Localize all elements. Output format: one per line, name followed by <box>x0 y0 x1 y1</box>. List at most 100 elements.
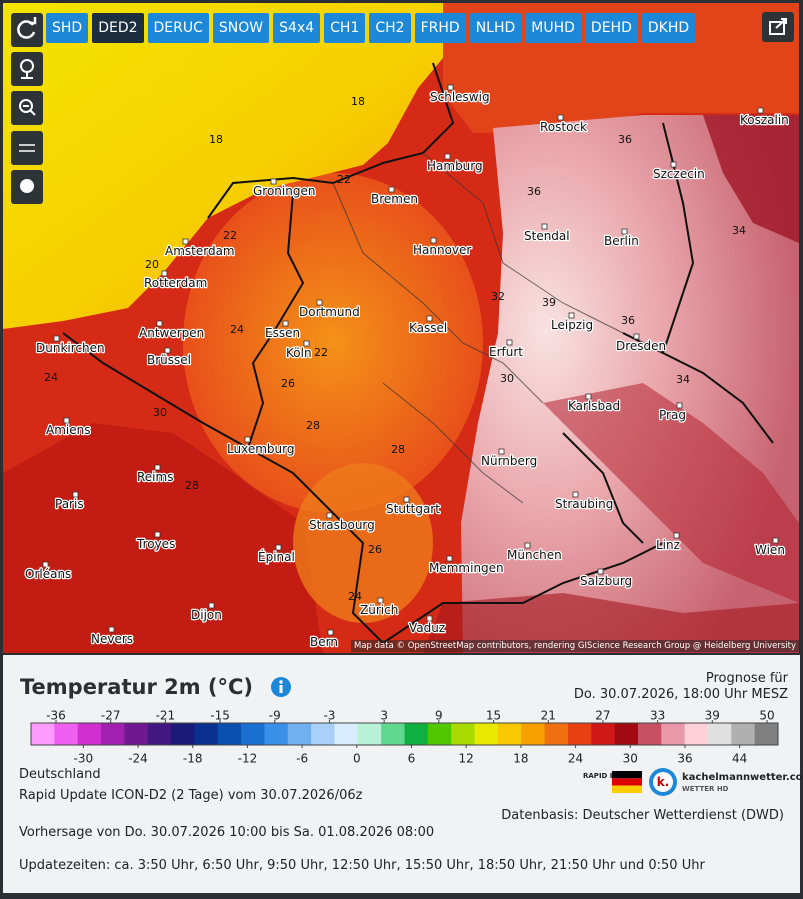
legend-tick-label: -3 <box>323 709 335 723</box>
locate-icon <box>20 59 34 79</box>
city-marker <box>275 544 282 551</box>
city-label: Vaduz <box>409 621 445 635</box>
temperature-label: 30 <box>153 406 167 419</box>
city-marker <box>53 335 60 342</box>
city-label: Dresden <box>616 339 666 353</box>
refresh-button[interactable] <box>11 13 43 47</box>
temperature-label: 22 <box>314 346 328 359</box>
city-marker <box>108 626 115 633</box>
city-marker <box>446 555 453 562</box>
city-label: Bern <box>310 635 338 649</box>
city-toggle[interactable] <box>11 131 43 165</box>
legend-tick-label: 24 <box>568 752 583 766</box>
legend-tick-label: 6 <box>408 752 416 766</box>
temperature-label: 28 <box>306 419 320 432</box>
info-icon[interactable] <box>270 676 292 698</box>
svg-text:k.: k. <box>657 775 670 789</box>
region: Deutschland <box>19 767 101 782</box>
legend-tick-label: 44 <box>732 752 747 766</box>
model-button[interactable]: DED2 <box>92 13 144 43</box>
city-label: Dijon <box>191 608 222 622</box>
model-button[interactable]: DERUC <box>147 13 209 43</box>
city-label: Dortmund <box>299 305 360 319</box>
flag <box>612 771 642 793</box>
city-icon <box>19 144 35 152</box>
zoom-icon <box>19 99 36 116</box>
model-toolbar: SHD DED2 DERUC SNOW S4x4 CH1 CH2 FRHD NLHD MUHD DE… <box>46 13 696 43</box>
city-label: Hannover <box>413 243 471 257</box>
temperature-label: 18 <box>351 95 365 108</box>
legend-swatch <box>637 723 662 745</box>
marker-toggle[interactable] <box>11 170 43 204</box>
city-label: Leipzig <box>551 318 593 332</box>
city-label: Wien <box>755 543 785 557</box>
rapid-badge: RAPID ID2 <box>583 772 624 780</box>
city-label: Essen <box>265 326 300 340</box>
city-label: Stuttgart <box>386 502 440 516</box>
legend-swatch <box>77 723 102 745</box>
city-marker <box>388 186 395 193</box>
legend-swatch <box>754 723 779 745</box>
legend-swatch <box>264 723 289 745</box>
city-marker <box>244 436 251 443</box>
city-marker <box>72 491 79 498</box>
temperature-label: 34 <box>676 373 690 386</box>
legend-swatch <box>544 723 569 745</box>
temperature-label: 36 <box>621 314 635 327</box>
temperature-label: 32 <box>491 290 505 303</box>
zoom-button[interactable] <box>11 91 43 125</box>
city-marker <box>568 312 575 319</box>
model-button[interactable]: S4x4 <box>273 13 321 43</box>
city-marker <box>327 629 334 636</box>
model-button[interactable]: SNOW <box>212 13 270 43</box>
temperature-label: 26 <box>281 377 295 390</box>
city-label: Szczecin <box>653 167 705 181</box>
legend-tick-label: 33 <box>650 709 665 723</box>
city-label: Stendal <box>524 229 570 243</box>
alps <box>423 593 799 653</box>
city-label: Nürnberg <box>481 454 537 468</box>
city-label: Dunkirchen <box>36 341 105 355</box>
legend-tick-label: 9 <box>435 709 443 723</box>
city-label: Berlin <box>604 234 639 248</box>
model-button[interactable]: MUHD <box>525 13 581 43</box>
city-label: Memmingen <box>429 561 504 575</box>
legend-tick-label: -18 <box>183 752 203 766</box>
city-marker <box>403 496 410 503</box>
legend-swatch <box>54 723 79 745</box>
temperature-label: 26 <box>368 543 382 556</box>
city-marker <box>426 615 433 622</box>
legend-swatch <box>684 723 709 745</box>
city-label: Köln <box>286 346 312 360</box>
refresh-icon <box>17 17 37 39</box>
extreme-region <box>703 115 799 243</box>
city-marker <box>447 84 454 91</box>
city-label: Bremen <box>371 192 418 206</box>
city-marker <box>444 153 451 160</box>
locate-button[interactable] <box>11 52 43 86</box>
logo-tagline: WETTER HD <box>682 785 729 793</box>
legend-swatch <box>661 723 686 745</box>
city-marker <box>506 339 513 346</box>
city-label: Paris <box>55 497 84 511</box>
city-label: Koszalin <box>740 113 789 127</box>
legend-title: Temperatur 2m (°C) <box>20 675 254 699</box>
logo-icon: k. <box>649 768 677 796</box>
model-button[interactable]: DEHD <box>584 13 638 43</box>
model-button[interactable]: DKHD <box>641 13 696 43</box>
model-button[interactable]: CH2 <box>369 13 411 43</box>
legend-swatch <box>731 723 756 745</box>
model-button[interactable]: SHD <box>46 13 89 43</box>
share-button[interactable] <box>762 12 794 42</box>
model-button[interactable]: FRHD <box>414 13 466 43</box>
legend-frame <box>30 722 779 746</box>
model-button[interactable]: NLHD <box>469 13 522 43</box>
city-marker <box>557 114 564 121</box>
city-marker <box>282 320 289 327</box>
legend-tick-label: -36 <box>46 709 66 723</box>
city-label: Antwerpen <box>139 326 204 340</box>
model-button[interactable]: CH1 <box>324 13 366 43</box>
legend-tick-label: -27 <box>101 709 121 723</box>
city-label: Rostock <box>540 120 587 134</box>
city-label: Nevers <box>91 632 133 646</box>
